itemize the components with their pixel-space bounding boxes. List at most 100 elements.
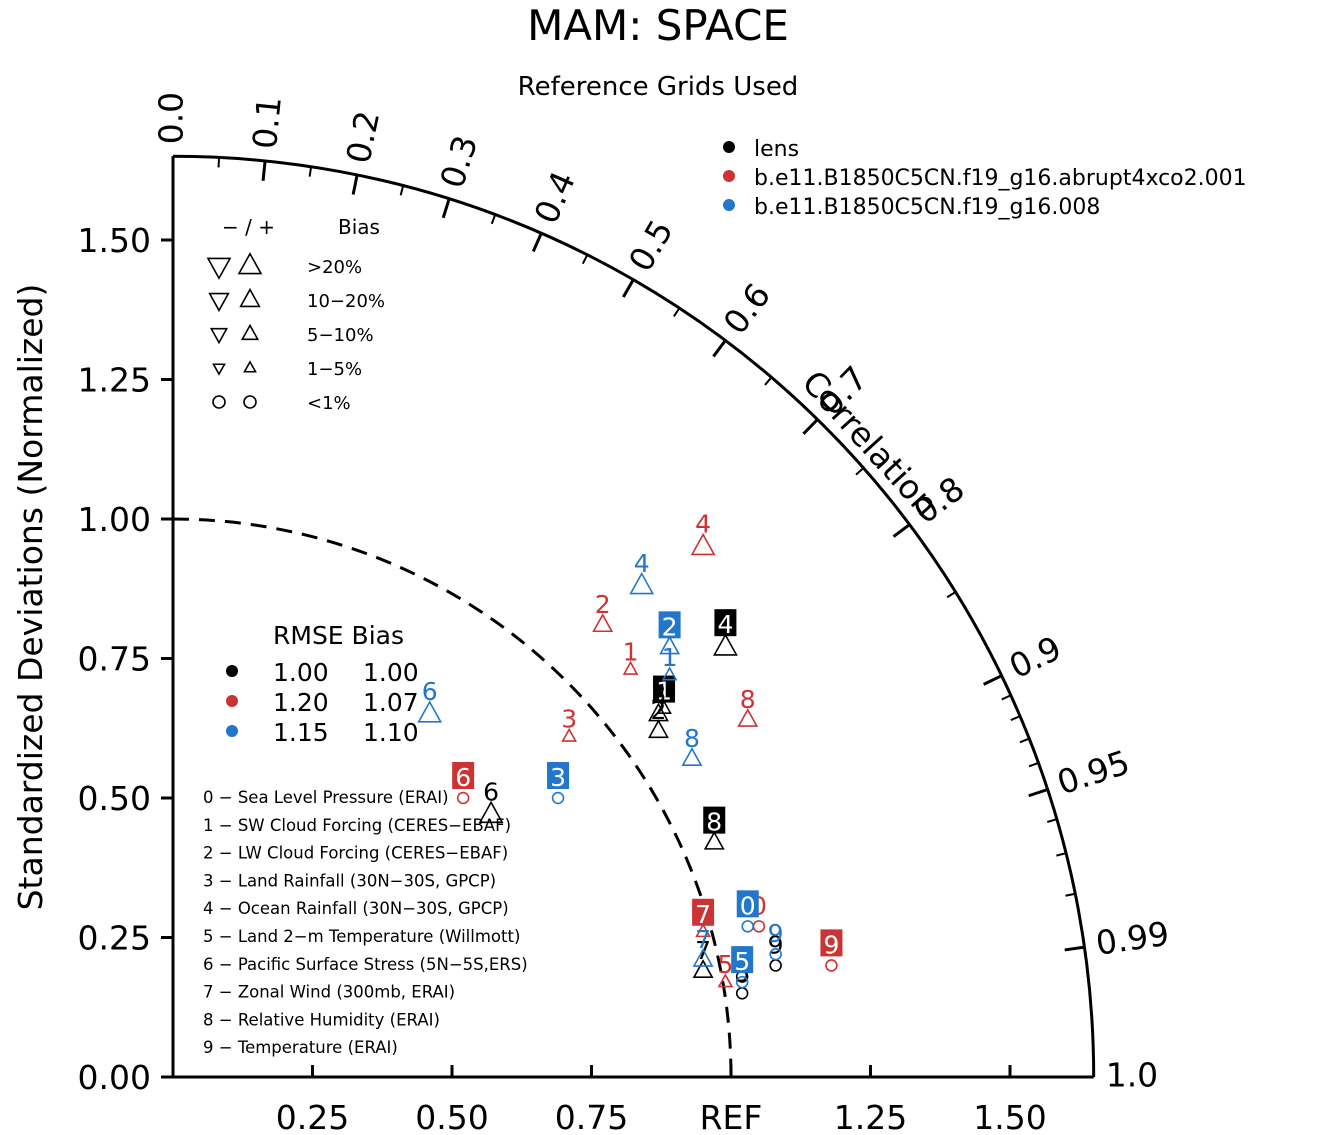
data-point-label: 7 [695,900,711,929]
correlation-tick-label: 0.1 [245,95,289,151]
data-point-circle [769,959,782,972]
variable-list-item: 4 − Ocean Rainfall (30N−30S, GPCP) [203,899,509,918]
legend-dot [723,170,735,182]
correlation-minor-tick [1028,761,1039,768]
data-point-label: 8 [706,808,722,837]
data-point-label: 4 [717,610,733,639]
rmse-color-dot [226,695,238,707]
data-point-label: 8 [740,685,756,714]
x-tick-label: 1.50 [973,1098,1046,1135]
variable-list-item: 9 − Temperature (ERAI) [203,1038,398,1057]
y-tick-label: 1.25 [78,361,151,400]
rmse-value: 1.20 [273,688,329,717]
data-point-label: 6 [422,677,438,706]
correlation-tick [982,674,1003,686]
data-point-triangle [629,571,655,595]
bias-legend-triangle-down [209,327,229,345]
bias-legend-triangle-up [237,252,263,275]
data-points: 012345678901234567890123456789 [417,510,843,1000]
correlation-tick-label: 0.0 [152,92,191,144]
bias-value: 1.10 [363,718,419,747]
data-point-triangle [690,532,716,556]
correlation-minor-tick [399,185,405,196]
bias-legend-triangle-up [240,323,260,341]
data-point-label: 5 [734,947,750,976]
reference-arc [172,517,733,1078]
data-point-triangle [592,613,614,633]
y-tick-label: 0.25 [78,919,151,958]
y-tick-label: 1.00 [78,500,151,539]
data-point-triangle [648,702,669,722]
correlation-tick-label: 0.3 [432,131,485,193]
correlation-tick-label: 0.95 [1052,742,1134,802]
data-point-label: 1 [662,643,678,672]
correlation-minor-tick [1046,818,1058,823]
correlation-tick [622,278,635,298]
data-point-circle [456,791,470,805]
data-point-triangle [561,727,578,742]
correlation-tick [802,418,819,435]
data-point-label: 9 [823,930,839,959]
correlation-tick [712,339,727,358]
data-label-box [658,611,681,639]
correlation-minor-tick [946,591,957,599]
data-label-box [714,609,737,637]
correlation-tick-label: 0.2 [338,107,387,166]
correlation-minor-tick [1065,892,1076,897]
data-point-triangle [659,635,681,655]
bias-legend-label: <1% [307,393,351,414]
data-point-triangle [737,708,759,727]
variable-list-item: 7 − Zonal Wind (300mb, ERAI) [203,983,455,1002]
correlation-tick-label: 0.6 [715,276,778,341]
data-point-circle [741,920,754,933]
data-label-box [731,946,754,974]
data-point-triangle [622,660,639,675]
data-point-triangle [692,948,714,967]
correlation-arc [172,154,1096,1078]
data-point-label: 6 [483,778,499,807]
data-label-box [703,806,726,834]
bias-legend-triangle-down [212,363,226,376]
data-point-label: 6 [455,763,471,792]
variable-list-item: 1 − SW Cloud Forcing (CERES−EBAF) [203,816,511,835]
variable-list-item: 0 − Sea Level Pressure (ERAI) [203,788,449,807]
legend-dot [723,141,735,153]
x-tick-label: 1.25 [834,1098,907,1135]
correlation-tick [1064,945,1085,952]
data-point-label: 4 [695,510,711,539]
correlation-tick [1028,788,1049,798]
data-point-triangle [648,719,669,739]
data-point-circle [551,791,565,805]
bias-legend-label: 1−5% [307,359,362,380]
correlation-minor-tick [764,376,773,386]
correlation-minor-tick [1001,694,1012,701]
correlation-minor-tick [581,254,589,265]
bias-legend-circle [212,395,226,409]
rmse-color-dot [226,665,238,677]
correlation-minor-tick [1056,852,1067,857]
data-point-triangle [417,700,443,723]
bias-value: 1.07 [363,688,419,717]
correlation-minor-tick [1010,715,1021,721]
data-point-label: 1 [623,638,639,667]
correlation-tick-label: 0.5 [621,213,681,278]
legend-label: b.e11.B1850C5CN.f19_g16.008 [754,195,1100,220]
bias-legend: − / + Bias >20% 10−20% 5−10% 1−5% <1% [206,215,385,414]
data-point-label: 2 [595,590,611,619]
data-label-box [692,898,715,926]
correlation-minor-tick [217,157,221,168]
correlation-tick-label: 0.4 [526,165,583,229]
data-label-box [452,761,475,789]
correlation-tick [441,198,451,219]
bias-legend-title: Bias [338,215,380,239]
rmse-color-dot [226,725,238,737]
bias-legend-triangle-down [206,257,232,280]
legend-label: lens [754,137,799,162]
correlation-tick [531,232,543,253]
data-point-label: 2 [651,696,667,725]
data-point-triangle [703,830,725,850]
data-point-triangle [717,973,734,988]
bias-value: 1.00 [363,658,419,687]
y-tick-label: 0.75 [78,640,151,679]
